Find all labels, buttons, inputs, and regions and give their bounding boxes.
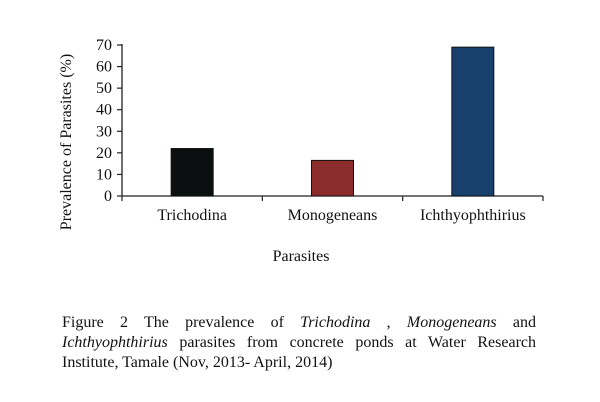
x-tick-label: Ichthyophthirius: [420, 207, 526, 224]
caption-term-monogeneans: Monogeneans: [406, 314, 497, 331]
caption-sep-1: ,: [370, 314, 407, 331]
caption-prefix: Figure 2 The prevalence of: [62, 314, 301, 331]
chart-axes: 0 10 20 30 40 50 60 70 Trichodina Monogeneans Icht…: [96, 37, 544, 224]
bar-monogeneans: [311, 159, 354, 197]
y-tick-label: 40: [96, 102, 112, 119]
caption-suffix: parasites from concrete ponds at Water R…: [62, 334, 536, 371]
y-tick-label: 60: [96, 59, 112, 76]
y-tick-label: 30: [96, 123, 112, 140]
caption-sep-2: and: [496, 314, 536, 331]
x-tick-label: Trichodina: [157, 207, 227, 224]
figure-caption: Figure 2 The prevalence of Trichodina , …: [62, 313, 536, 373]
y-tick-label: 70: [96, 37, 112, 54]
y-tick-label: 10: [96, 166, 112, 183]
caption-term-trichodina: Trichodina: [300, 314, 371, 331]
y-tick-label: 50: [96, 80, 112, 97]
bar-chart: 0 10 20 30 40 50 60 70 Trichodina Monogeneans Icht…: [58, 37, 544, 265]
bar-ichthyophthirius: [451, 46, 495, 197]
y-tick-label: 20: [96, 145, 112, 162]
y-tick-label: 0: [104, 188, 112, 205]
x-tick-label: Monogeneans: [288, 207, 378, 224]
chart-bars: [170, 46, 495, 197]
bar-trichodina: [170, 148, 214, 197]
caption-term-ichthyophthirius: Ichthyophthirius: [62, 334, 168, 351]
x-axis-label: Parasites: [273, 248, 330, 265]
y-axis-label: Prevalence of Parasites (%): [58, 54, 75, 230]
